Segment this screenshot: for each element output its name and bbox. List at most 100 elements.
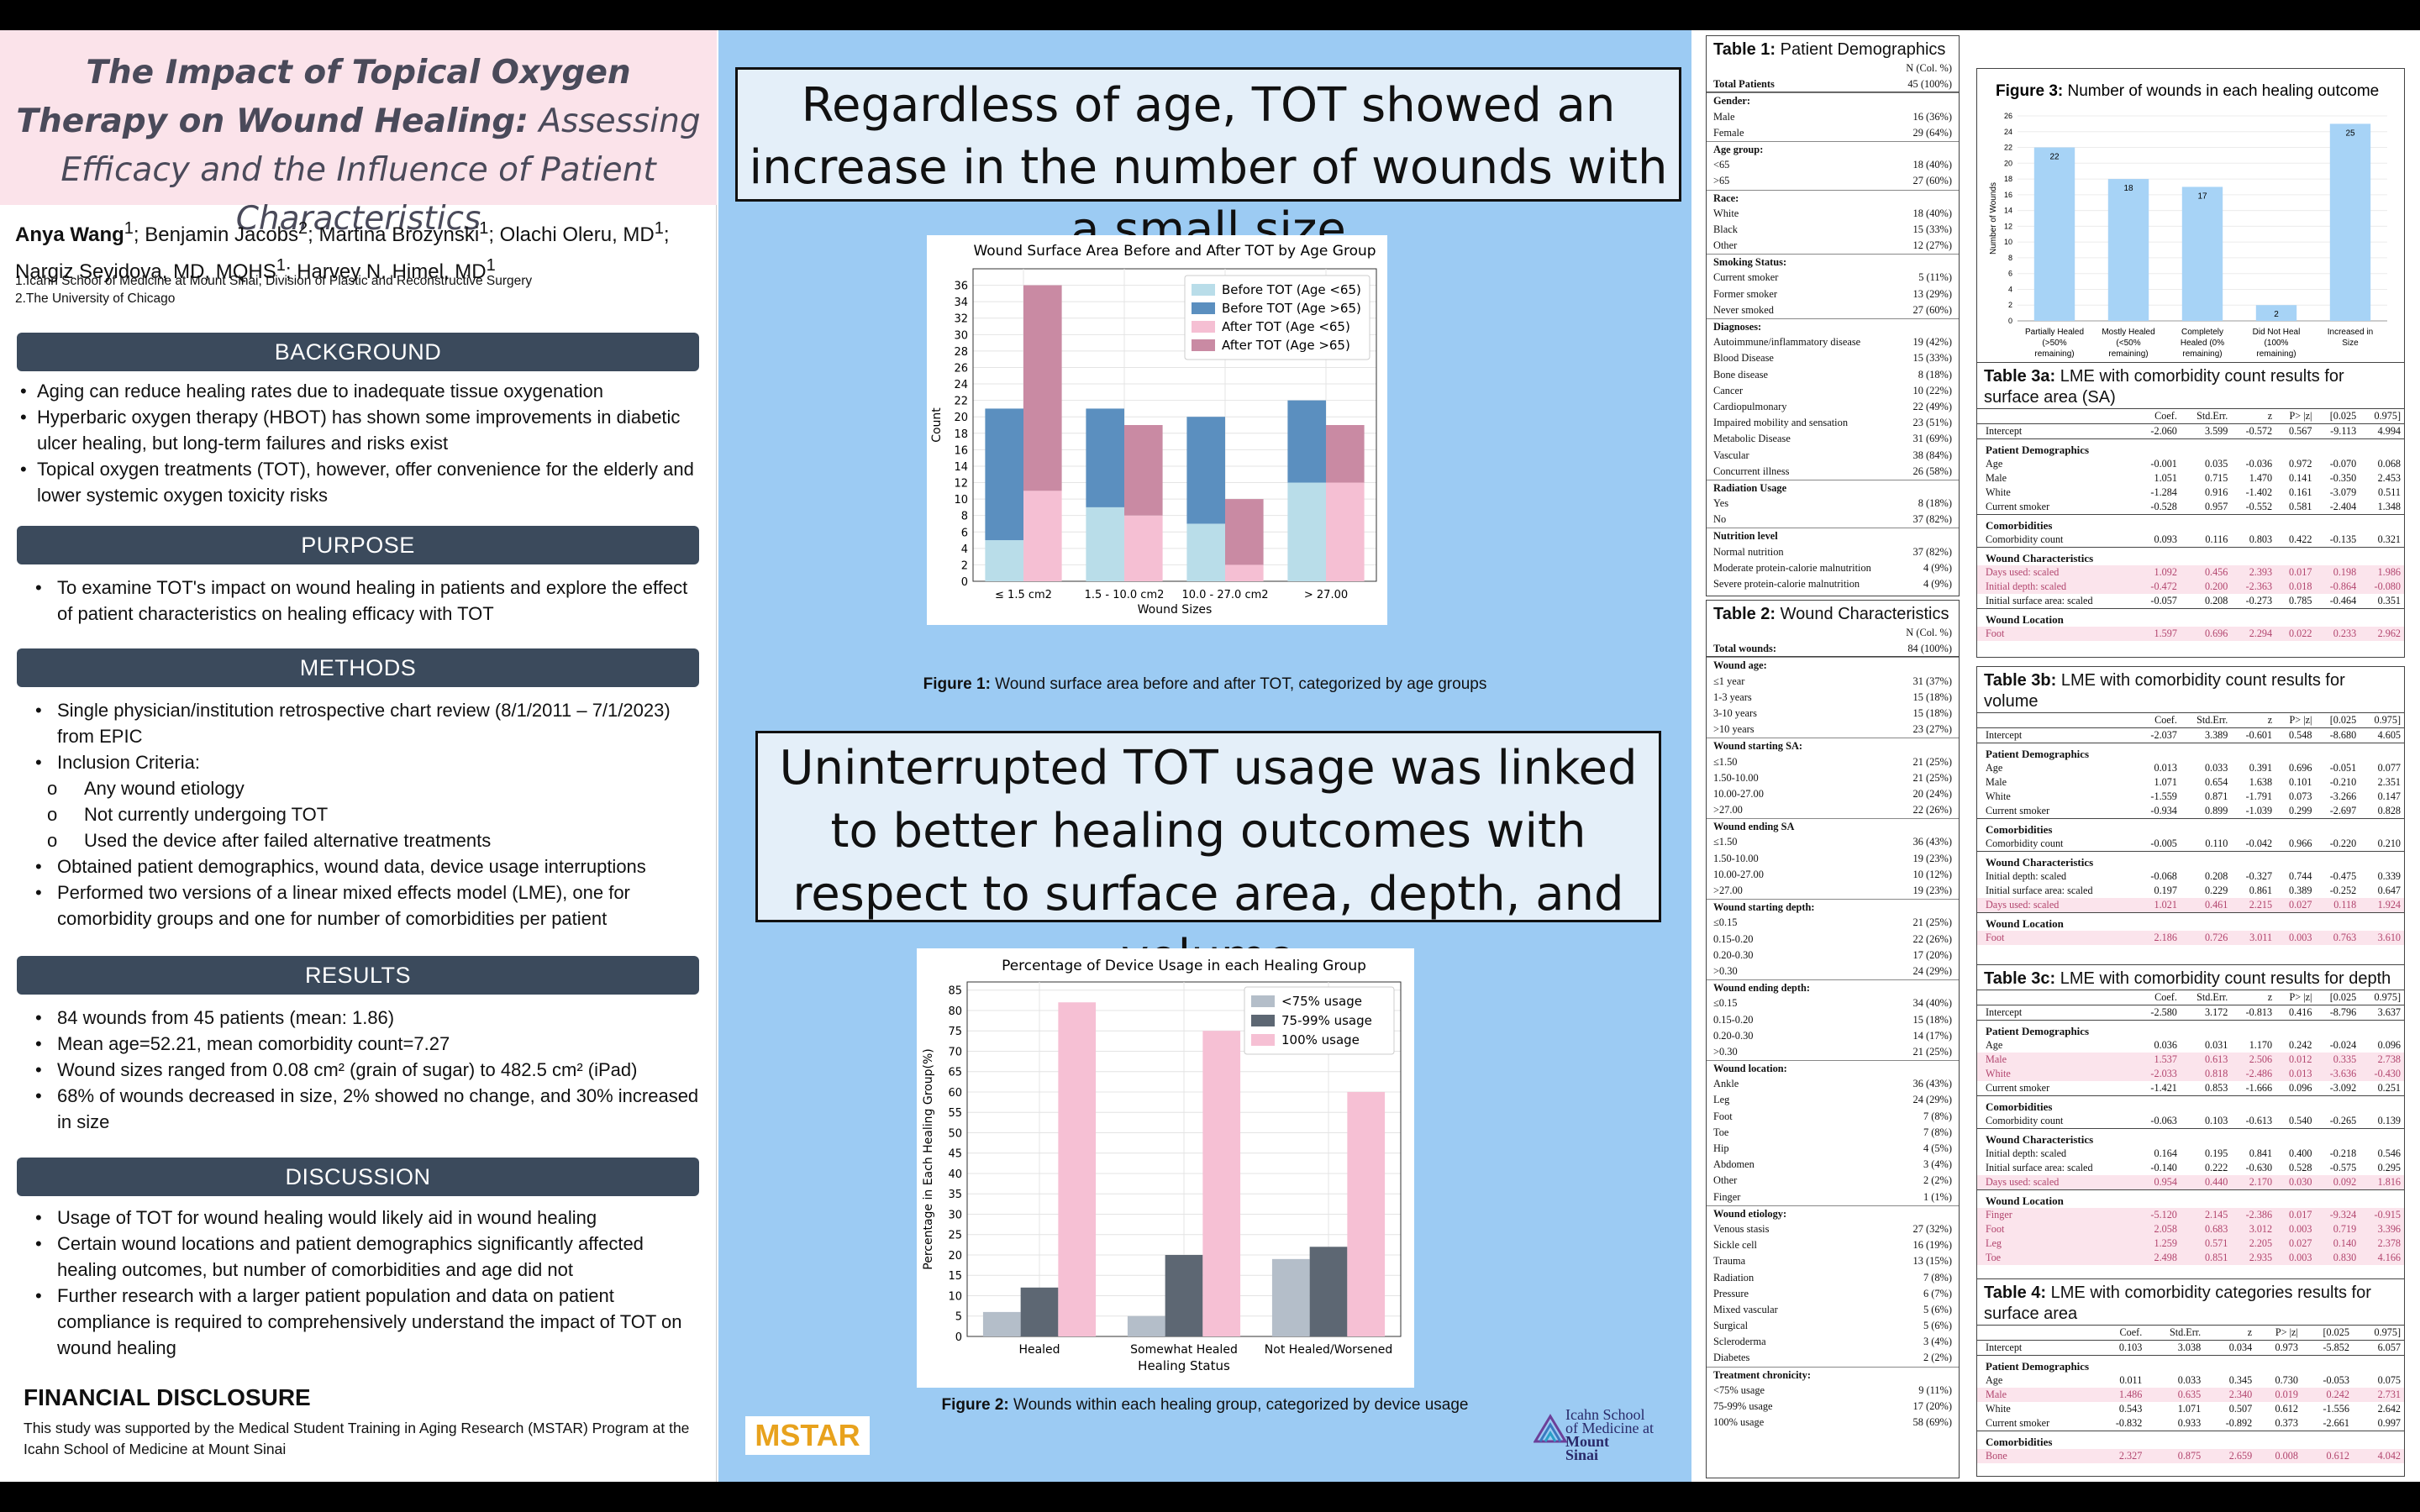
table-2-group-row: Wound age:	[1707, 657, 1959, 673]
lme-cell: -0.934	[2150, 805, 2177, 816]
lme-row: Age 0.011 0.033 0.345 0.730 -0.053 0.075	[1977, 1373, 2404, 1388]
lme-cell: Toe	[1977, 1251, 2137, 1265]
table-1-row-label: Race:	[1713, 192, 1739, 204]
affiliations: 1.Icahn School of Medicine at Mount Sina…	[15, 272, 713, 307]
table-1-row: Male 16 (36%)	[1707, 109, 1959, 125]
lme-cell: -1.402	[2245, 486, 2273, 498]
table-2-row-value: 2 (2%)	[1923, 1174, 1952, 1187]
title-bold: The Impact of Topical Oxygen Therapy on …	[16, 54, 631, 140]
methods-item: Performed two versions of a linear mixed…	[17, 879, 706, 932]
table-2-row-label: Mixed vascular	[1713, 1303, 1778, 1315]
lme-cell: 1.170	[2249, 1039, 2273, 1051]
lme-row: Intercept -2.060 3.599 -0.572 0.567 -9.113 4.9…	[1977, 424, 2404, 439]
table-2-row-label: ≤0.15	[1713, 997, 1738, 1010]
y-axis-label: Count	[930, 407, 944, 443]
lme-cell: 2.738	[2360, 1053, 2404, 1067]
table-3b-title-text: LME with comorbidity count results for v…	[1984, 671, 2345, 711]
lme-cell: -3.079	[2329, 486, 2357, 498]
data-label: 2	[2274, 310, 2279, 319]
figure-1-caption-label: Figure 1:	[923, 675, 991, 693]
lme-significant-row: Days used: scaled 1.092 0.456 2.393 0.017 0.1…	[1977, 565, 2404, 580]
lme-cell: -0.265	[2329, 1115, 2357, 1126]
table-1-row-value: 22 (49%)	[1912, 400, 1952, 412]
table-2-row: 0.15-0.20 15 (18%)	[1707, 1012, 1959, 1028]
table-2-row-value: 7 (8%)	[1923, 1110, 1952, 1122]
lme-cell: -0.327	[2245, 870, 2273, 882]
table-2-row: Venous stasis 27 (32%)	[1707, 1221, 1959, 1237]
lme-cell: 0.096	[2377, 1039, 2401, 1051]
table-2-row-label: Surgical	[1713, 1320, 1749, 1332]
lme-group-label: Wound Location	[1977, 912, 2404, 931]
lme-cell: 2.145	[2180, 1208, 2232, 1222]
lme-header-cell: P> |z|	[2275, 990, 2316, 1005]
lme-significant-row: Days used: scaled 0.954 0.440 2.170 0.030 0.0…	[1977, 1175, 2404, 1190]
lme-cell: 0.719	[2315, 1222, 2360, 1236]
lme-row: Intercept -2.037 3.389 -0.601 0.548 -8.680 4.6…	[1977, 728, 2404, 743]
lme-cell: 0.208	[2204, 595, 2228, 606]
table-2-row-label: Trauma	[1713, 1255, 1746, 1268]
lme-cell: 0.763	[2315, 931, 2360, 945]
table-2-row: 3-10 years 15 (18%)	[1707, 706, 1959, 722]
lme-cell: 0.140	[2315, 1236, 2360, 1251]
lme-cell: -0.068	[2150, 870, 2177, 882]
lme-group-label: Patient Demographics	[1977, 1020, 2404, 1038]
table-2-row-value: 24 (29%)	[1912, 964, 1952, 977]
poster-title: The Impact of Topical Oxygen Therapy on …	[8, 49, 708, 244]
lme-cell: Male	[1977, 1388, 2095, 1402]
y-tick-label: 25	[948, 1230, 962, 1242]
lme-cell: Comorbidity count	[1986, 1115, 2064, 1126]
bar	[2181, 186, 2223, 321]
y-tick-label: 20	[2004, 159, 2012, 167]
table-2-row-value: 58 (69%)	[1912, 1416, 1952, 1429]
bar	[1326, 425, 1365, 483]
lme-cell: 4.994	[2377, 425, 2401, 437]
lme-cell: 0.391	[2249, 762, 2273, 774]
lme-cell: -0.070	[2329, 458, 2357, 470]
figure-2-caption-text: Wounds within each healing group, catego…	[1008, 1396, 1469, 1414]
table-1-row-label: White	[1713, 207, 1739, 219]
lme-cell: 0.830	[2315, 1251, 2360, 1265]
table-2-wound-characteristics: Table 2: Wound Characteristics N (Col. %…	[1706, 600, 1960, 1478]
lme-group-label: Wound Location	[1977, 608, 2404, 627]
lme-header-cell: Std.Err.	[2180, 408, 2232, 424]
lme-cell: 4.042	[2352, 1449, 2404, 1463]
plot-frame	[972, 268, 1377, 582]
background-body: Aging can reduce healing rates due to in…	[17, 378, 706, 508]
table-4-lme-comorbidity-categories: Table 4: LME with comorbidity categories…	[1976, 1278, 2405, 1477]
lme-cell: 0.012	[2275, 1053, 2316, 1067]
lme-cell: 2.393	[2231, 565, 2276, 580]
table-2-row: Hip 4 (5%)	[1707, 1141, 1959, 1157]
lme-cell: 0.161	[2289, 486, 2312, 498]
y-tick-label: 16	[2004, 191, 2012, 199]
table-2-row-label: Other	[1713, 1174, 1738, 1187]
y-tick-label: 2	[2008, 301, 2012, 309]
lme-cell: 1.259	[2136, 1236, 2181, 1251]
x-tick-label: Not Healed/Worsened	[1265, 1343, 1392, 1357]
figure-2: Percentage of Device Usage in each Heali…	[917, 948, 1414, 1388]
lme-cell: 0.139	[2377, 1115, 2401, 1126]
legend-label: 100% usage	[1281, 1032, 1360, 1047]
lme-significant-row: Initial depth: scaled -0.472 0.200 -2.363 0.…	[1977, 580, 2404, 594]
table-2-row: Finger 1 (1%)	[1707, 1189, 1959, 1205]
lme-cell: 3.389	[2204, 729, 2228, 741]
authors-line1: Anya Wang1; Benjamin Jacobs2; Martina Br…	[15, 219, 670, 246]
table-2-row: ≤1.50 21 (25%)	[1707, 754, 1959, 770]
table-2-row: Mixed vascular 5 (6%)	[1707, 1302, 1959, 1318]
lme-header-cell: 0.975]	[2360, 408, 2404, 424]
lme-cell: 0.197	[2154, 885, 2177, 896]
table-1-row: Cancer 10 (22%)	[1707, 383, 1959, 399]
lme-cell: 0.726	[2180, 931, 2232, 945]
table-1-group-row: Nutrition level	[1707, 528, 1959, 543]
y-tick-label: 6	[961, 527, 968, 539]
table-2-row-value: 20 (24%)	[1912, 787, 1952, 800]
table-2-row: ≤1 year 31 (37%)	[1707, 674, 1959, 690]
lme-group-label: Comorbidities	[1977, 1431, 2404, 1449]
lme-cell: 0.853	[2204, 1082, 2228, 1094]
lme-cell: 0.077	[2377, 762, 2401, 774]
lme-group-label: Comorbidities	[1977, 818, 2404, 837]
figure-1-chart: Wound Surface Area Before and After TOT …	[930, 243, 1377, 617]
lme-cell: 0.075	[2377, 1374, 2401, 1386]
table-2-row-label: Abdomen	[1713, 1158, 1754, 1171]
methods-subitem: Not currently undergoing TOT	[17, 801, 706, 827]
lme-row: Comorbidity count -0.005 0.110 -0.042 0.966 -…	[1977, 837, 2404, 852]
